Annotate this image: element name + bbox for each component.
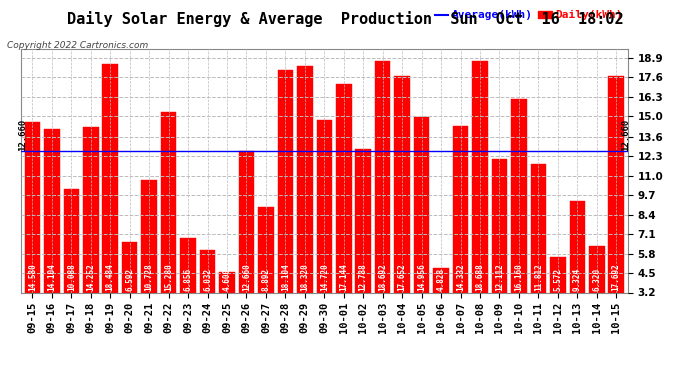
Bar bbox=[433, 268, 449, 292]
Text: 17.652: 17.652 bbox=[397, 263, 406, 291]
Text: 6.856: 6.856 bbox=[184, 268, 193, 291]
Bar bbox=[550, 257, 566, 292]
Bar bbox=[239, 151, 254, 292]
Text: 11.812: 11.812 bbox=[534, 263, 543, 291]
Bar bbox=[122, 242, 137, 292]
Text: 10.088: 10.088 bbox=[67, 263, 76, 291]
Bar bbox=[25, 122, 40, 292]
Text: 14.580: 14.580 bbox=[28, 263, 37, 291]
Text: 18.104: 18.104 bbox=[281, 263, 290, 291]
Bar bbox=[511, 99, 526, 292]
Text: 18.320: 18.320 bbox=[300, 263, 309, 291]
Text: Copyright 2022 Cartronics.com: Copyright 2022 Cartronics.com bbox=[7, 41, 148, 50]
Text: Daily Solar Energy & Average  Production  Sun  Oct  16  18:02: Daily Solar Energy & Average Production … bbox=[67, 11, 623, 27]
Text: 15.280: 15.280 bbox=[164, 263, 173, 291]
Text: 14.104: 14.104 bbox=[48, 263, 57, 291]
Text: 17.144: 17.144 bbox=[339, 263, 348, 291]
Text: 12.660: 12.660 bbox=[622, 119, 631, 151]
Bar bbox=[258, 207, 274, 292]
Bar bbox=[199, 250, 215, 292]
Text: 6.592: 6.592 bbox=[125, 268, 134, 291]
Text: 6.320: 6.320 bbox=[592, 268, 601, 291]
Bar bbox=[492, 159, 507, 292]
Bar bbox=[395, 76, 410, 292]
Bar bbox=[531, 164, 546, 292]
Text: 6.032: 6.032 bbox=[203, 268, 212, 291]
Text: 9.324: 9.324 bbox=[573, 268, 582, 291]
Bar bbox=[569, 201, 585, 292]
Text: 14.956: 14.956 bbox=[417, 263, 426, 291]
Bar bbox=[317, 120, 332, 292]
Text: 12.788: 12.788 bbox=[359, 263, 368, 291]
Bar bbox=[180, 238, 196, 292]
Bar bbox=[453, 126, 469, 292]
Legend: Average(kWh), Daily(kWh): Average(kWh), Daily(kWh) bbox=[435, 10, 622, 21]
Text: 14.252: 14.252 bbox=[86, 263, 95, 291]
Bar bbox=[297, 66, 313, 292]
Bar bbox=[161, 112, 177, 292]
Text: 8.892: 8.892 bbox=[262, 268, 270, 291]
Text: 4.828: 4.828 bbox=[437, 268, 446, 291]
Text: 12.660: 12.660 bbox=[18, 119, 27, 151]
Text: 16.160: 16.160 bbox=[515, 263, 524, 291]
Text: 12.112: 12.112 bbox=[495, 263, 504, 291]
Bar bbox=[141, 180, 157, 292]
Bar bbox=[355, 149, 371, 292]
Text: 12.660: 12.660 bbox=[242, 263, 251, 291]
Text: 14.332: 14.332 bbox=[456, 263, 465, 291]
Bar bbox=[609, 76, 624, 292]
Text: 10.728: 10.728 bbox=[145, 263, 154, 291]
Bar bbox=[336, 84, 351, 292]
Bar bbox=[83, 127, 99, 292]
Bar bbox=[102, 64, 118, 292]
Text: 18.484: 18.484 bbox=[106, 263, 115, 291]
Text: 4.600: 4.600 bbox=[222, 268, 231, 291]
Text: 14.720: 14.720 bbox=[319, 263, 329, 291]
Text: 18.688: 18.688 bbox=[475, 263, 484, 291]
Text: 17.692: 17.692 bbox=[612, 263, 621, 291]
Text: 18.692: 18.692 bbox=[378, 263, 387, 291]
Bar bbox=[589, 246, 604, 292]
Bar bbox=[44, 129, 59, 292]
Bar bbox=[375, 61, 391, 292]
Bar bbox=[219, 272, 235, 292]
Bar bbox=[414, 117, 429, 292]
Bar bbox=[472, 61, 488, 292]
Bar bbox=[63, 189, 79, 292]
Text: 5.572: 5.572 bbox=[553, 268, 562, 291]
Bar bbox=[277, 70, 293, 292]
